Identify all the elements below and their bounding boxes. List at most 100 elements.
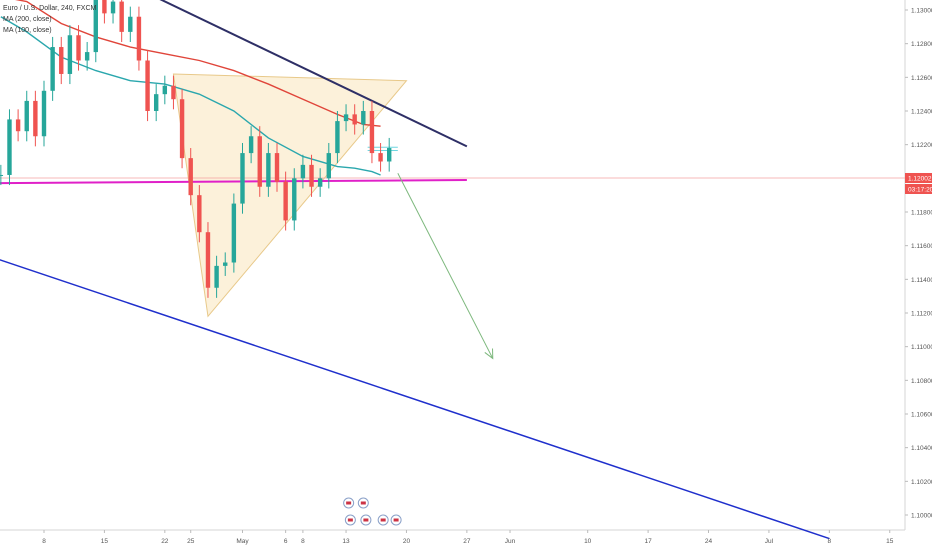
y-tick-label: 1.13000 [911,8,932,15]
candle-body [171,85,176,100]
ma200-legend[interactable]: MA (200, close) [3,16,52,23]
candle-body [335,121,340,154]
candle-body [41,90,47,137]
candle-body [326,153,331,179]
arrow-head [484,348,494,360]
x-tick-label: 6 [284,538,288,545]
event-flag-icon[interactable] [343,497,355,509]
candle-body [197,195,202,233]
y-tick-label: 1.10200 [911,479,932,486]
y-tick-label: 1.12400 [911,109,932,116]
y-tick-label: 1.12800 [911,41,932,48]
event-flag-stripe [380,518,386,522]
event-flag-stripe [393,518,399,522]
event-flag-icon[interactable] [344,514,356,526]
event-flag-icon[interactable] [377,514,389,526]
candle-body [352,114,357,125]
x-tick-label: 25 [187,538,195,545]
y-tick-label: 1.11400 [911,277,932,284]
x-tick-label: Jun [505,538,516,545]
candle-body [343,114,349,122]
candle-body [153,94,159,111]
candle-body [110,1,116,14]
candle-body [179,99,185,159]
event-flag-icon[interactable] [357,497,369,509]
x-tick-label: 10 [584,538,592,545]
candle-body [162,85,168,95]
y-tick-label: 1.11200 [911,311,932,318]
candle-body [102,0,107,14]
y-tick-label: 1.12200 [911,142,932,149]
symbol-label[interactable]: Euro / U.S. Dollar, 240, FXCM [3,5,97,12]
x-tick-label: 15 [101,538,109,545]
grid-group [0,0,906,531]
candle-body [240,153,245,204]
candle-body [76,35,81,61]
candle-body [145,60,150,111]
y-tick-label: 1.12600 [911,75,932,82]
y-tick-label: 1.10600 [911,412,932,419]
annotation-group [0,0,925,540]
candle-body [0,174,4,176]
candle-body [50,47,55,91]
event-flag-icon[interactable] [360,514,372,526]
x-tick-label: 15 [886,538,894,545]
candle-body [15,119,21,132]
candle-body [205,232,211,288]
y-tick-label: 1.11600 [911,243,932,250]
last-price-tag [905,172,932,183]
candle-body [317,178,323,187]
x-tick-label: 20 [403,538,411,545]
y-axis[interactable]: 1.13000 1.12800 1.12600 1.12400 1.12200 1.120… [905,8,932,520]
y-tick-label: 1.10800 [911,378,932,385]
event-flag-stripe [346,501,352,505]
candle-body [214,265,219,288]
candle-body [361,111,366,125]
x-tick-label: Jul [765,538,774,545]
countdown-tag [905,183,932,194]
candle-body [266,153,271,187]
x-axis[interactable]: 8 15 22 25 May 6 8 13 20 27 Jun 10 17 24 Jul 8 15 [42,530,894,545]
candle-body [257,136,262,187]
x-tick-label: 13 [342,538,350,545]
x-tick-label: 24 [705,538,713,545]
candle-body [33,100,38,137]
candle-body [128,16,133,32]
candle-body [7,119,12,175]
candle-body [119,1,124,32]
candle-body [59,47,64,74]
last-price-label: 1.12002 [908,175,932,182]
y-tick-label: 1.10400 [911,445,932,452]
x-tick-label: 8 [828,538,832,545]
countdown-label: 03:17:20 [908,186,932,193]
ma100-line [0,16,381,176]
projection-arrow [397,173,494,359]
x-tick-label: 8 [42,538,46,545]
y-tick-label: 1.10000 [911,513,932,520]
ma100-legend[interactable]: MA (100, close) [3,27,52,34]
trendline [159,0,468,148]
candle-body [231,203,237,263]
candle-body [188,158,193,196]
y-tick-label: 1.11800 [911,210,932,217]
event-flag-stripe [360,501,366,505]
candle-body [378,153,383,162]
candle-body [84,52,90,61]
event-icons[interactable] [343,497,402,526]
horizontal-line [0,179,467,185]
x-tick-label: 27 [463,538,471,545]
event-flag-icon[interactable] [390,514,402,526]
x-tick-label: May [236,538,249,545]
candle-body [274,153,280,182]
candle-body [223,262,228,266]
candle-body [292,178,297,221]
chart-legend: Euro / U.S. Dollar, 240, FXCM MA (200, c… [3,3,96,36]
candle-body [136,16,142,61]
trendline [0,259,830,540]
candle-body [309,164,314,187]
candle-body [248,136,254,154]
x-tick-label: 17 [644,538,652,545]
candle-body [67,35,73,74]
y-tick-label: 1.11000 [911,344,932,351]
